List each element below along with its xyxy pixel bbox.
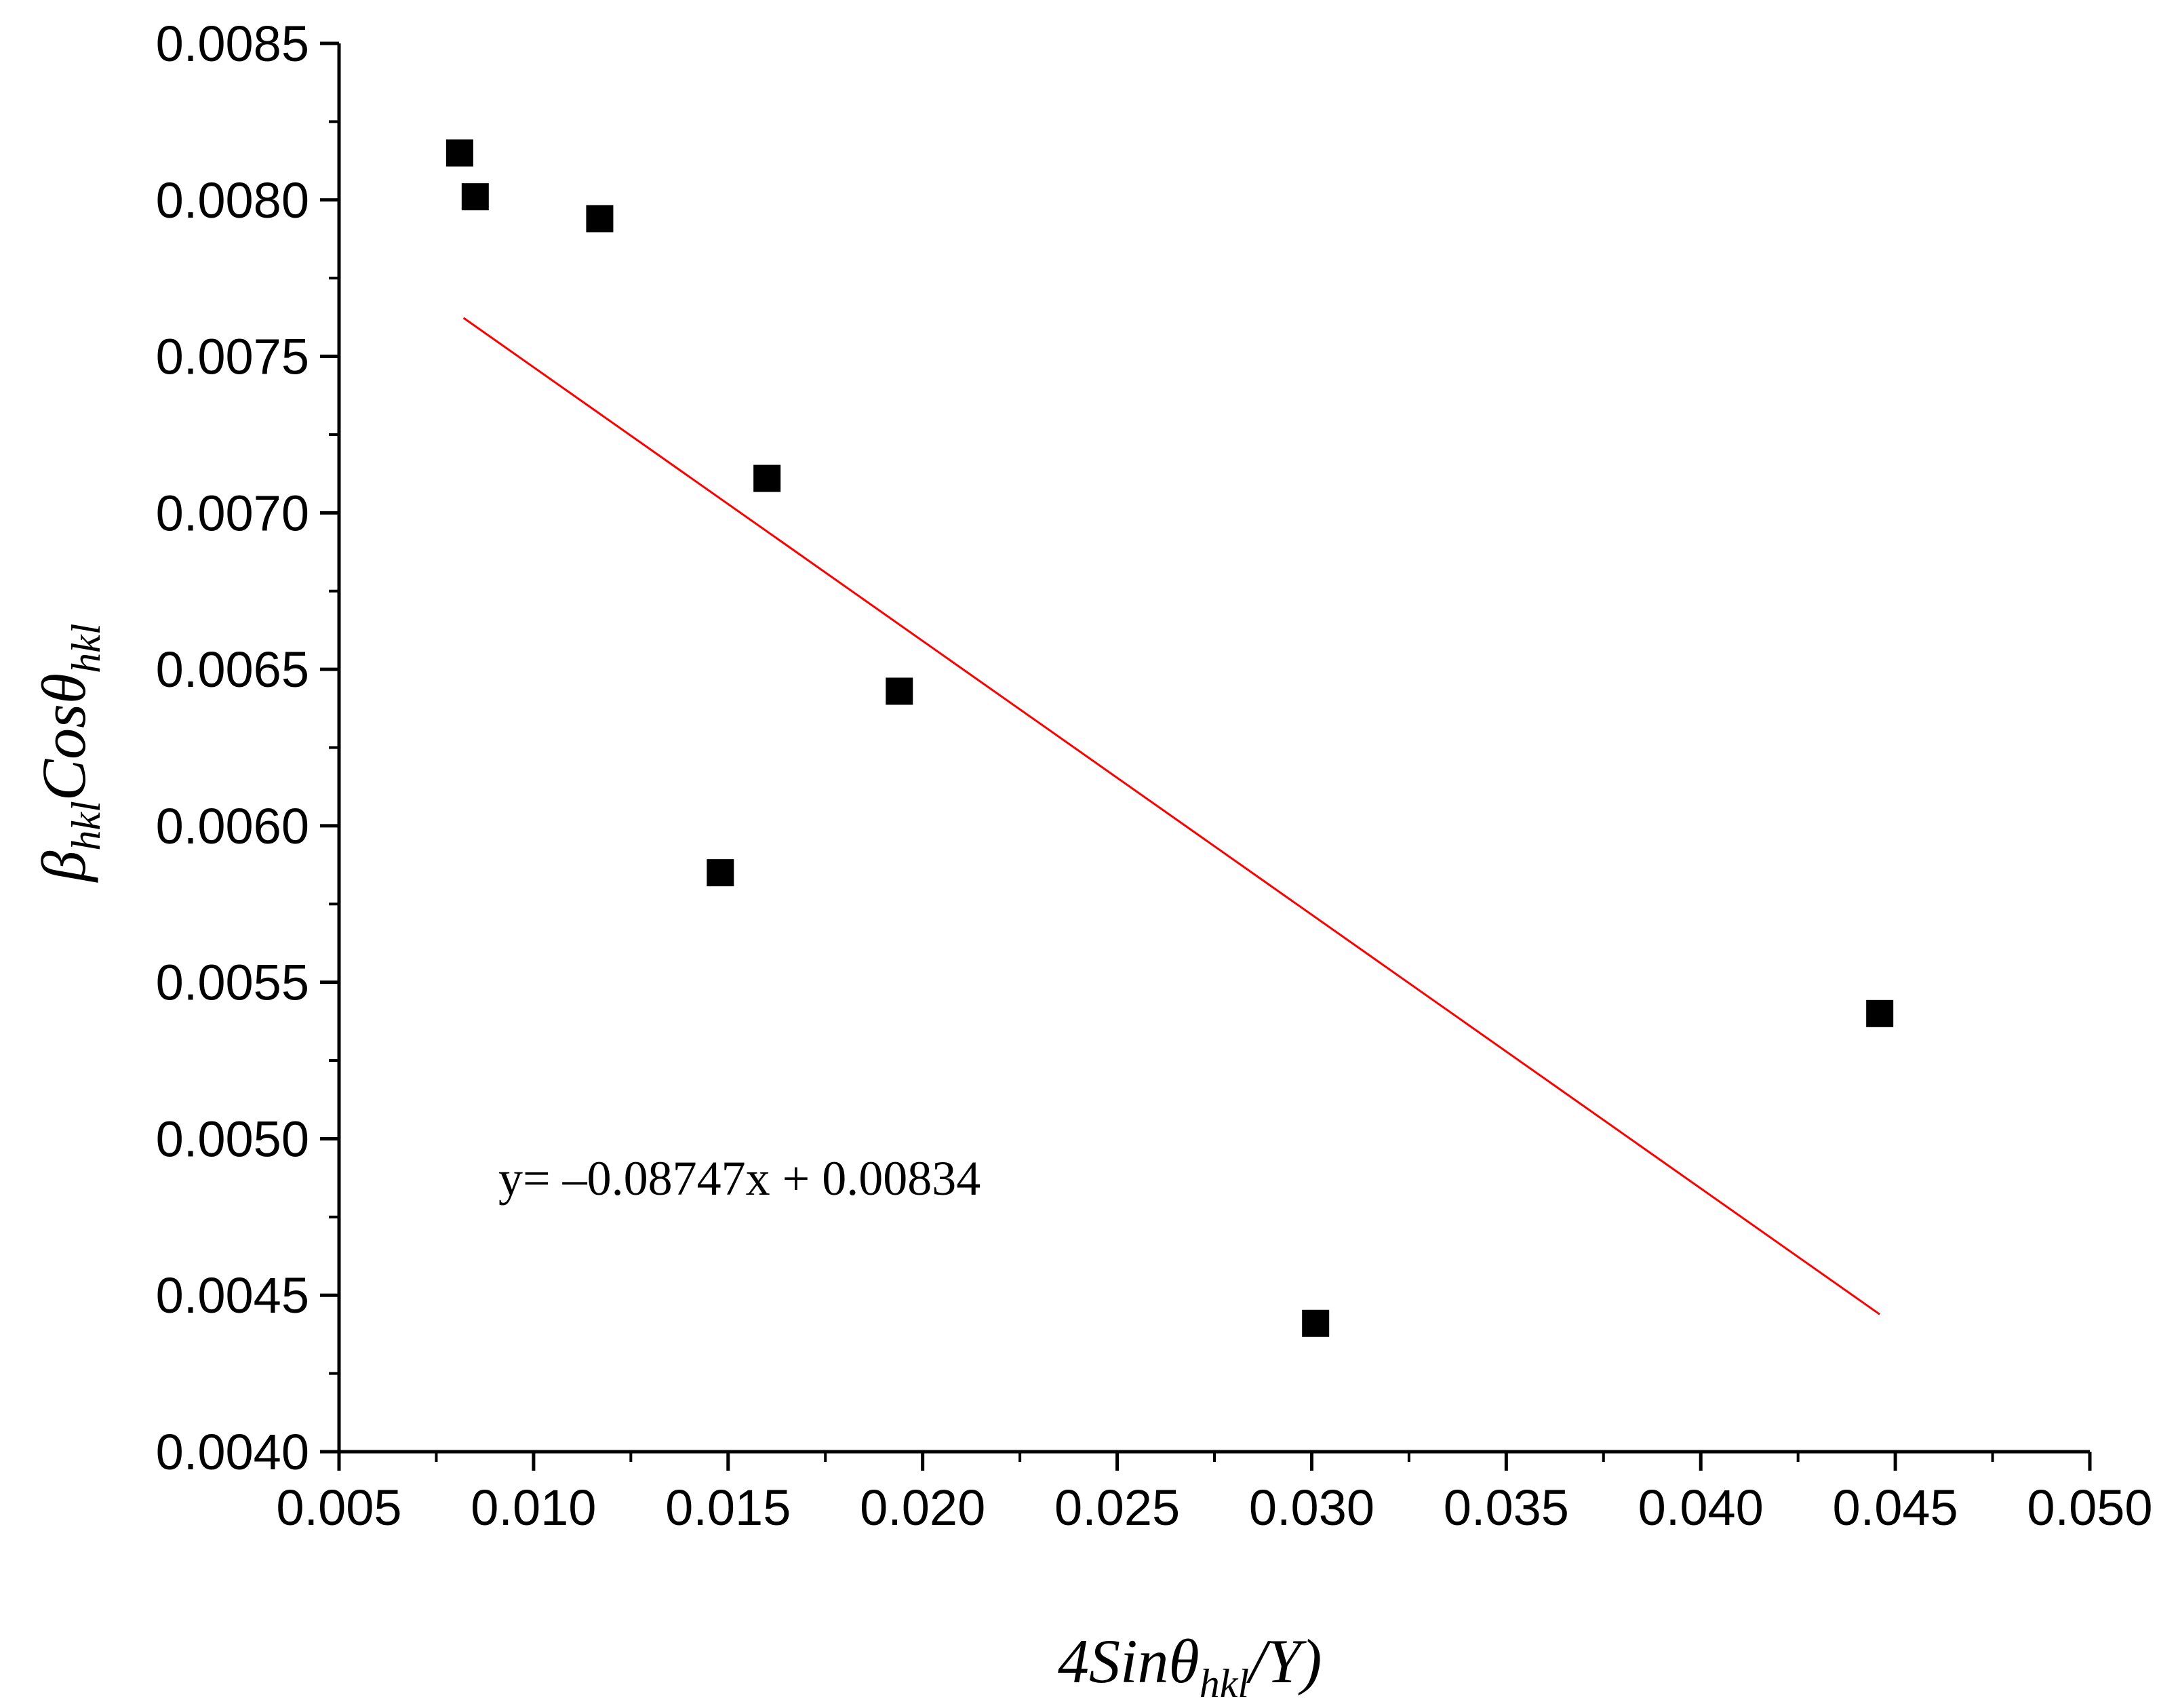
data-point <box>461 183 489 211</box>
y-tick-label: 0.0040 <box>156 1424 309 1480</box>
data-point <box>586 205 614 233</box>
x-tick-label: 0.010 <box>471 1479 596 1536</box>
y-tick-label: 0.0070 <box>156 485 309 541</box>
fit-equation: y= –0.08747x + 0.00834 <box>498 1151 981 1206</box>
data-point <box>707 859 734 887</box>
x-tick-label: 0.015 <box>665 1479 791 1536</box>
data-point <box>753 464 781 492</box>
y-tick-label: 0.0060 <box>156 798 309 854</box>
fit-line <box>462 317 1881 1315</box>
y-tick-label: 0.0065 <box>156 641 309 698</box>
y-axis-title: βhklCosθhkl <box>29 624 108 883</box>
x-tick-label: 0.025 <box>1054 1479 1180 1536</box>
x-tick-label: 0.045 <box>1833 1479 1958 1536</box>
axes <box>337 43 2090 1454</box>
data-point <box>1302 1309 1330 1337</box>
data-point <box>886 677 913 705</box>
y-tick-label: 0.0050 <box>156 1111 309 1167</box>
data-point <box>446 139 473 167</box>
y-ticks: 0.0040 0.0045 0.0050 0.0055 0.0060 0.0065 0.00… <box>156 16 339 1480</box>
x-tick-label: 0.020 <box>860 1479 985 1536</box>
x-tick-label: 0.035 <box>1444 1479 1569 1536</box>
x-axis-title: 4Sinθhkl/Y) <box>1058 1627 1322 1706</box>
fit-line-group <box>462 317 1881 1315</box>
x-tick-label: 0.005 <box>276 1479 401 1536</box>
x-tick-label: 0.050 <box>2027 1479 2152 1536</box>
data-point <box>1866 999 1894 1027</box>
x-tick-label: 0.030 <box>1249 1479 1374 1536</box>
y-tick-label: 0.0080 <box>156 172 309 229</box>
x-ticks: 0.005 0.010 0.015 0.020 0.025 0.030 0.035 0.040… <box>276 1452 2153 1536</box>
y-tick-label: 0.0075 <box>156 329 309 385</box>
x-tick-label: 0.040 <box>1638 1479 1764 1536</box>
y-tick-label: 0.0045 <box>156 1267 309 1324</box>
y-tick-label: 0.0085 <box>156 16 309 72</box>
data-points <box>446 139 1894 1337</box>
y-tick-label: 0.0055 <box>156 955 309 1011</box>
